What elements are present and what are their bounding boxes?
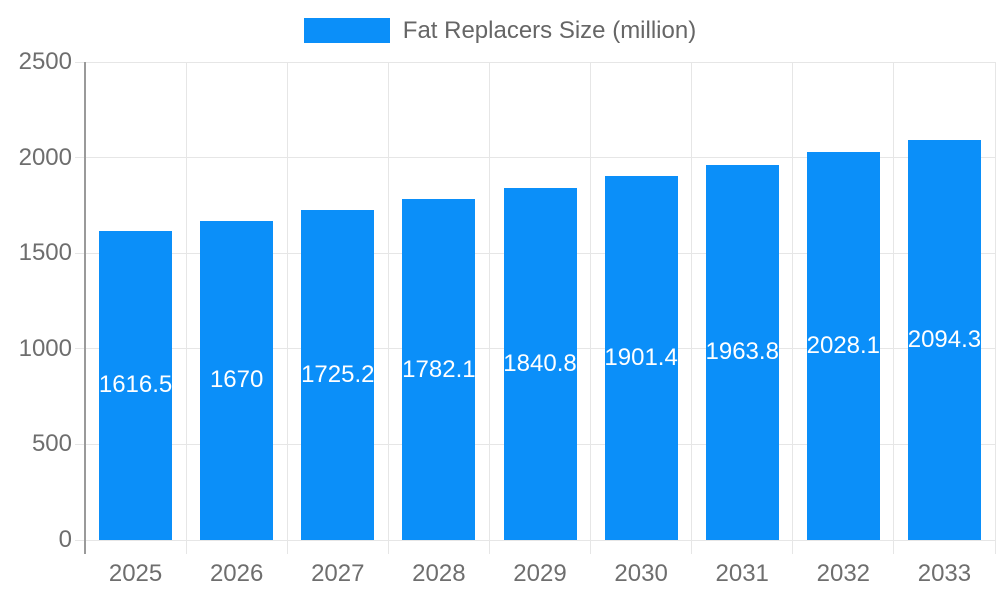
bar[interactable] bbox=[99, 230, 173, 540]
bar-value-label: 1901.4 bbox=[604, 344, 678, 372]
y-axis-tick bbox=[75, 252, 85, 254]
x-gridline bbox=[185, 62, 187, 540]
x-axis-tick bbox=[387, 540, 389, 554]
y-gridline bbox=[85, 539, 995, 541]
x-gridline bbox=[488, 62, 490, 540]
x-tick-label: 2030 bbox=[614, 560, 668, 587]
bar[interactable] bbox=[907, 139, 981, 540]
y-axis-tick bbox=[75, 443, 85, 445]
legend[interactable]: Fat Replacers Size (million) bbox=[0, 18, 1000, 43]
x-tick-label: 2027 bbox=[311, 560, 365, 587]
x-gridline bbox=[286, 62, 288, 540]
y-tick-label: 2500 bbox=[18, 48, 72, 75]
bar[interactable] bbox=[705, 164, 779, 540]
y-axis-tick bbox=[75, 157, 85, 159]
x-tick-label: 2033 bbox=[917, 560, 972, 587]
bar-value-label: 1963.8 bbox=[705, 338, 779, 366]
bar[interactable] bbox=[806, 152, 880, 540]
y-axis-tick bbox=[75, 348, 85, 350]
y-gridline bbox=[85, 61, 995, 63]
bar-value-label: 1616.5 bbox=[98, 371, 173, 399]
x-tick-label: 2032 bbox=[816, 560, 871, 587]
x-tick-label: 2028 bbox=[412, 560, 466, 587]
y-tick-label: 2000 bbox=[18, 143, 72, 171]
x-tick-label: 2026 bbox=[209, 560, 264, 587]
y-tick-label: 0 bbox=[58, 526, 72, 553]
bar-value-label: 1840.8 bbox=[503, 350, 577, 378]
x-gridline bbox=[590, 62, 592, 540]
bar-value-label: 2028.1 bbox=[806, 332, 881, 360]
bar-value-label: 1670 bbox=[209, 366, 264, 394]
x-axis-tick bbox=[691, 540, 693, 554]
x-tick-label: 2025 bbox=[108, 560, 163, 587]
legend-label: Fat Replacers Size (million) bbox=[402, 17, 697, 44]
bar[interactable] bbox=[402, 199, 476, 540]
bar-value-label: 1725.2 bbox=[301, 361, 375, 389]
x-gridline bbox=[792, 62, 794, 540]
bar[interactable] bbox=[503, 188, 577, 540]
x-axis-tick bbox=[590, 540, 592, 554]
y-axis-tick bbox=[75, 61, 85, 63]
legend-swatch bbox=[303, 18, 390, 43]
x-gridline bbox=[994, 62, 996, 540]
bar-value-label: 1782.1 bbox=[402, 355, 476, 383]
x-axis-tick bbox=[286, 540, 288, 554]
y-axis-tick bbox=[75, 539, 85, 541]
bar-value-label: 2094.3 bbox=[907, 325, 982, 353]
y-tick-label: 1000 bbox=[18, 334, 72, 362]
x-axis-tick bbox=[994, 540, 996, 554]
x-gridline bbox=[893, 62, 895, 540]
x-tick-label: 2029 bbox=[513, 560, 567, 587]
y-tick-label: 1500 bbox=[18, 239, 72, 267]
x-tick-label: 2031 bbox=[715, 560, 769, 587]
x-gridline bbox=[387, 62, 389, 540]
x-axis-tick bbox=[488, 540, 490, 554]
bar[interactable] bbox=[604, 176, 678, 540]
bar[interactable] bbox=[200, 220, 274, 540]
bar[interactable] bbox=[301, 210, 375, 540]
y-axis-line bbox=[84, 62, 86, 554]
x-axis-tick bbox=[893, 540, 895, 554]
x-gridline bbox=[691, 62, 693, 540]
x-axis-tick bbox=[792, 540, 794, 554]
y-tick-label: 500 bbox=[31, 430, 72, 458]
y-gridline bbox=[85, 157, 995, 159]
x-axis-tick bbox=[185, 540, 187, 554]
